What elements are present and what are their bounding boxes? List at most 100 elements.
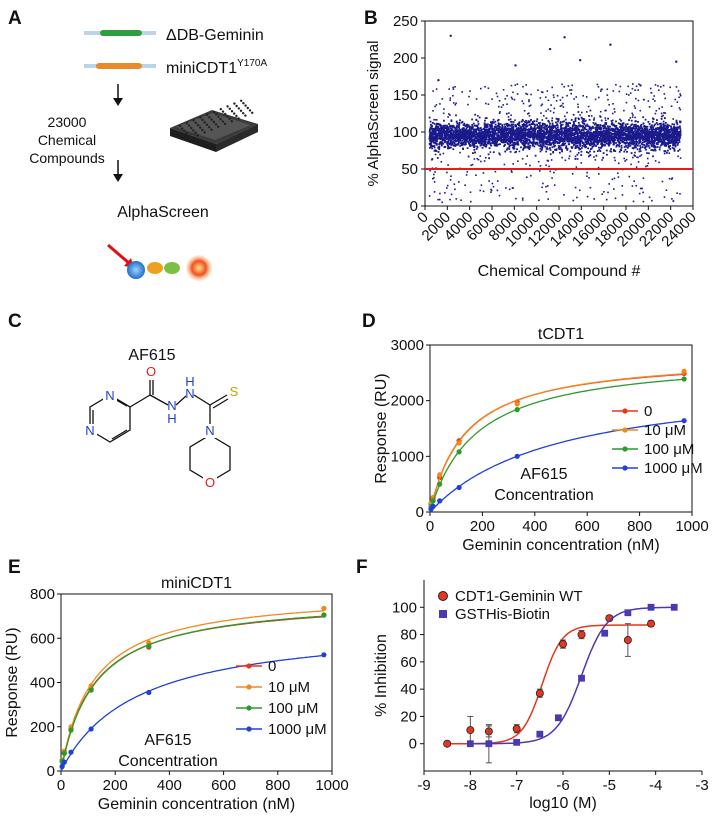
scatter-point xyxy=(448,88,450,90)
scatter-point xyxy=(524,138,527,140)
scatter-point xyxy=(472,133,474,136)
scatter-point xyxy=(450,119,453,122)
scatter-point xyxy=(477,115,479,117)
scatter-point xyxy=(553,139,555,142)
scatter-point xyxy=(536,123,538,126)
scatter-point xyxy=(551,146,554,149)
scatter-point xyxy=(645,126,647,128)
scatter-point xyxy=(453,126,456,129)
scatter-point xyxy=(574,118,577,121)
scatter-point xyxy=(569,138,571,141)
scatter-point xyxy=(657,131,660,134)
scatter-point xyxy=(491,98,493,100)
scatter-point xyxy=(657,143,659,146)
scatter-point xyxy=(437,127,439,130)
scatter-point xyxy=(475,118,478,121)
scatter-point xyxy=(504,140,506,142)
scatter-point xyxy=(512,133,515,136)
scatter-point xyxy=(644,138,647,141)
scatter-point xyxy=(544,128,547,131)
scatter-point xyxy=(443,119,445,122)
scatter-point xyxy=(585,128,588,131)
scatter-point xyxy=(531,128,534,131)
scatter-point xyxy=(609,136,612,139)
scatter-point xyxy=(538,142,541,144)
scatter-point xyxy=(463,124,466,127)
scatter-point xyxy=(464,139,466,142)
legend-entry: GSTHis-Biotin xyxy=(455,606,550,623)
scatter-outlier xyxy=(563,36,566,39)
scatter-point xyxy=(433,150,436,152)
scatter-point xyxy=(428,130,431,133)
legend-entry: 100 μM xyxy=(268,700,318,717)
scatter-point xyxy=(525,120,527,122)
scatter-point xyxy=(457,129,460,132)
scatter-point xyxy=(602,139,605,141)
scatter-point xyxy=(587,135,590,138)
scatter-point xyxy=(648,152,650,155)
scatter-point xyxy=(550,142,552,145)
scatter-point xyxy=(650,140,652,143)
scatter-point xyxy=(431,128,434,130)
scatter-point xyxy=(547,185,549,187)
scatter-point xyxy=(596,135,598,138)
scatter-point xyxy=(452,126,454,129)
scatter-point xyxy=(557,141,560,144)
scatter-point xyxy=(568,139,571,142)
scatter-point xyxy=(438,129,441,132)
scatter-point xyxy=(529,104,532,107)
scatter-point xyxy=(567,131,569,134)
data-point xyxy=(514,453,520,459)
scatter-point xyxy=(574,140,577,143)
scatter-point xyxy=(671,130,674,132)
scatter-point xyxy=(459,151,461,154)
scatter-point xyxy=(666,130,668,133)
scatter-point xyxy=(557,145,560,147)
data-point xyxy=(146,689,152,696)
scatter-point xyxy=(510,84,513,87)
scatter-point xyxy=(546,143,549,146)
scatter-point xyxy=(502,136,505,138)
scatter-point xyxy=(626,133,628,136)
scatter-point xyxy=(544,123,546,126)
legend-title-line2: Concentration xyxy=(118,753,218,770)
scatter-point xyxy=(568,133,571,135)
scatter-point xyxy=(454,188,456,191)
scatter-point xyxy=(629,117,632,119)
scatter-point xyxy=(671,123,674,126)
scatter-point xyxy=(454,86,456,88)
scatter-point xyxy=(528,148,531,150)
scatter-point xyxy=(628,145,630,148)
scatter-point xyxy=(645,128,648,131)
scatter-point xyxy=(621,124,624,127)
scatter-point xyxy=(586,138,589,140)
scatter-point xyxy=(506,103,508,105)
x-axis-label: Geminin concentration (nM) xyxy=(462,537,659,554)
scatter-point xyxy=(533,127,536,130)
scatter-point xyxy=(463,143,465,146)
scatter-point xyxy=(548,124,551,127)
legend-marker xyxy=(622,408,628,414)
scatter-point xyxy=(570,127,573,130)
scatter-point xyxy=(481,140,483,143)
scatter-point xyxy=(666,151,668,154)
scatter-point xyxy=(592,132,594,134)
scatter-point xyxy=(671,135,674,138)
scatter-point xyxy=(514,135,516,138)
scatter-point xyxy=(444,133,447,136)
scatter-point xyxy=(677,150,680,152)
scatter-point xyxy=(549,129,551,131)
scatter-point xyxy=(675,128,678,131)
scatter-point xyxy=(509,120,512,123)
scatter-point xyxy=(487,142,490,145)
scatter-point xyxy=(468,133,471,135)
scatter-point xyxy=(491,127,494,130)
scatter-point xyxy=(647,130,650,133)
scatter-point xyxy=(610,120,613,122)
scatter-point xyxy=(456,127,458,129)
scatter-point xyxy=(476,134,479,137)
scatter-point xyxy=(627,144,630,147)
scatter-point xyxy=(582,142,585,145)
scatter-point xyxy=(637,133,640,135)
scatter-point xyxy=(468,131,470,134)
